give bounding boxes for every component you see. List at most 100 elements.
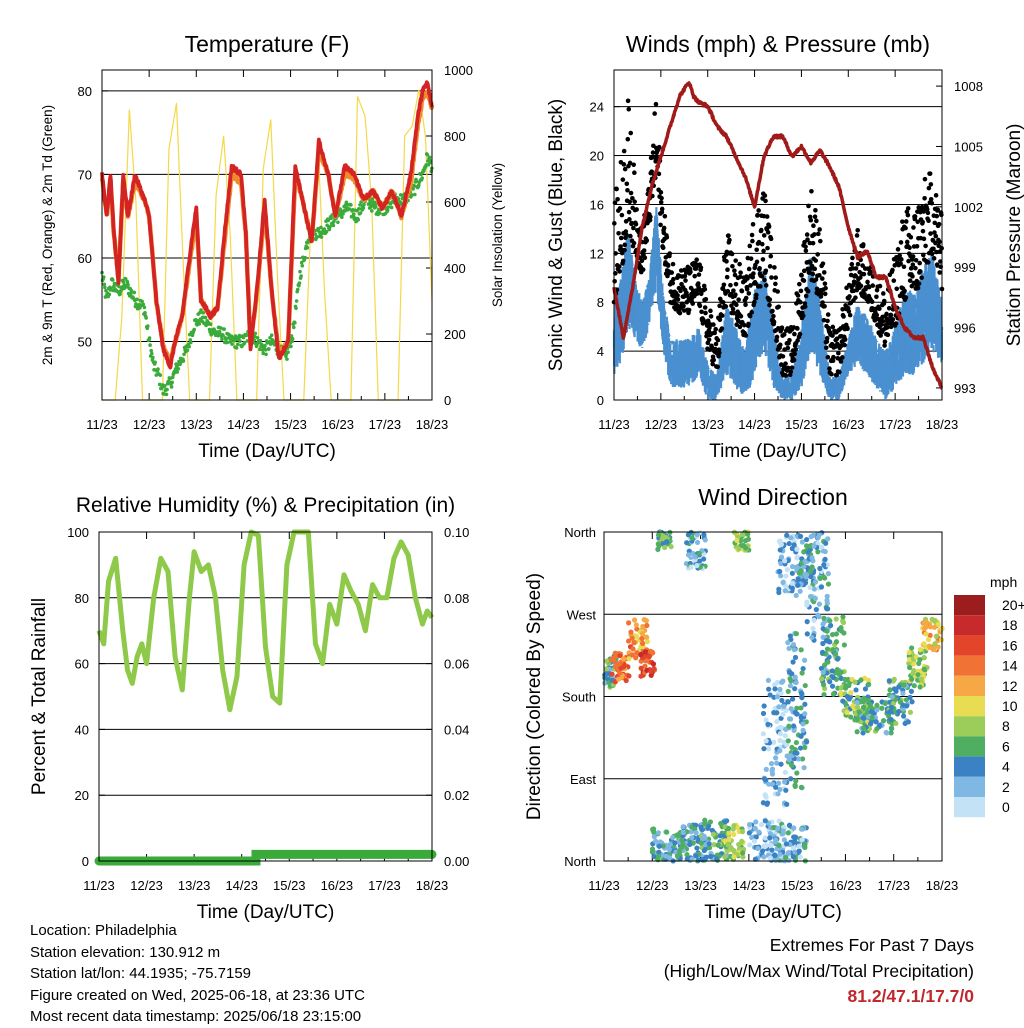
gust-point xyxy=(793,347,798,352)
y-tick-label: West xyxy=(567,607,597,622)
direction-point xyxy=(833,651,838,656)
y-tick-label: 20 xyxy=(590,149,604,164)
gust-point xyxy=(690,301,695,306)
gust-point xyxy=(814,219,819,224)
dewpoint-point xyxy=(326,219,330,223)
gust-point xyxy=(881,319,886,324)
dewpoint-point xyxy=(352,212,356,216)
direction-point xyxy=(823,541,828,546)
direction-point xyxy=(842,677,847,682)
dewpoint-point xyxy=(153,360,157,364)
gust-point xyxy=(622,149,627,154)
gust-point xyxy=(902,264,907,269)
direction-point xyxy=(630,646,635,651)
x-tick-label: 18/23 xyxy=(416,878,449,893)
gust-point xyxy=(625,137,630,142)
direction-point xyxy=(795,583,800,588)
temperature-title: Temperature (F) xyxy=(185,31,350,57)
gust-point xyxy=(628,234,633,239)
gust-point xyxy=(820,276,825,281)
gust-point xyxy=(803,244,808,249)
direction-point xyxy=(826,571,831,576)
gust-point xyxy=(920,220,925,225)
direction-point xyxy=(695,540,700,545)
direction-point xyxy=(848,714,853,719)
direction-point xyxy=(803,683,808,688)
x-tick-label: 12/23 xyxy=(645,417,678,432)
direction-point xyxy=(845,694,850,699)
gust-point xyxy=(882,299,887,304)
relative-humidity-line xyxy=(99,532,432,710)
direction-point xyxy=(656,830,661,835)
direction-point xyxy=(656,532,661,537)
gust-point xyxy=(769,237,774,242)
gust-point xyxy=(663,214,668,219)
direction-point xyxy=(753,826,758,831)
gust-point xyxy=(756,208,761,213)
dewpoint-point xyxy=(320,235,324,239)
gust-point xyxy=(746,322,751,327)
direction-point xyxy=(789,706,794,711)
dewpoint-point xyxy=(126,283,130,287)
gust-point xyxy=(699,309,704,314)
dewpoint-point xyxy=(148,336,152,340)
dewpoint-point xyxy=(299,274,303,278)
direction-point xyxy=(633,655,638,660)
gust-point xyxy=(621,259,626,264)
y2-tick-label: 996 xyxy=(954,321,976,336)
gust-point xyxy=(626,99,631,104)
gust-point xyxy=(654,102,659,107)
gust-point xyxy=(896,247,901,252)
gust-point xyxy=(763,193,768,198)
direction-point xyxy=(814,607,819,612)
dewpoint-point xyxy=(209,322,213,326)
direction-point xyxy=(778,547,783,552)
y2-tick-label: 1002 xyxy=(954,200,983,215)
direction-point xyxy=(734,538,739,543)
dewpoint-point xyxy=(187,345,191,349)
direction-point xyxy=(811,543,816,548)
gust-point xyxy=(937,222,942,227)
gust-point xyxy=(906,213,911,218)
x-tick-label: 11/23 xyxy=(83,878,115,893)
dewpoint-point xyxy=(296,288,300,292)
temp-2m-line xyxy=(102,82,432,367)
direction-point xyxy=(790,586,795,591)
gust-point xyxy=(799,273,804,278)
direction-point xyxy=(800,837,805,842)
winds-chart: Winds (mph) & Pressure (mb)Time (Day/UTC… xyxy=(546,31,1024,462)
gust-point xyxy=(830,325,835,330)
gust-point xyxy=(760,274,765,279)
gust-point xyxy=(620,213,625,218)
direction-point xyxy=(777,687,782,692)
dewpoint-point xyxy=(108,293,112,297)
gust-point xyxy=(837,370,842,375)
direction-point xyxy=(788,683,793,688)
direction-point xyxy=(879,706,884,711)
y2-tick-label: 0.04 xyxy=(444,722,469,737)
y-tick-label: 50 xyxy=(78,335,92,350)
y-tick-label: 24 xyxy=(590,100,604,115)
direction-point xyxy=(779,680,784,685)
winds-ylabel: Sonic Wind & Gust (Blue, Black) xyxy=(546,99,567,371)
gust-point xyxy=(824,345,829,350)
gust-point xyxy=(769,275,774,280)
gust-point xyxy=(704,297,709,302)
direction-point xyxy=(808,569,813,574)
direction-point xyxy=(901,714,906,719)
gust-point xyxy=(798,300,803,305)
direction-point xyxy=(813,596,818,601)
direction-point xyxy=(664,830,669,835)
x-tick-label: 14/23 xyxy=(738,417,771,432)
y-tick-label: South xyxy=(562,690,596,705)
dewpoint-point xyxy=(370,209,374,213)
direction-point xyxy=(767,835,772,840)
gust-point xyxy=(889,313,894,318)
gust-point xyxy=(765,214,770,219)
direction-point xyxy=(695,532,700,537)
direction-point xyxy=(761,746,766,751)
direction-point xyxy=(830,668,835,673)
direction-point xyxy=(626,620,631,625)
dewpoint-point xyxy=(303,256,307,260)
direction-point xyxy=(826,581,831,586)
